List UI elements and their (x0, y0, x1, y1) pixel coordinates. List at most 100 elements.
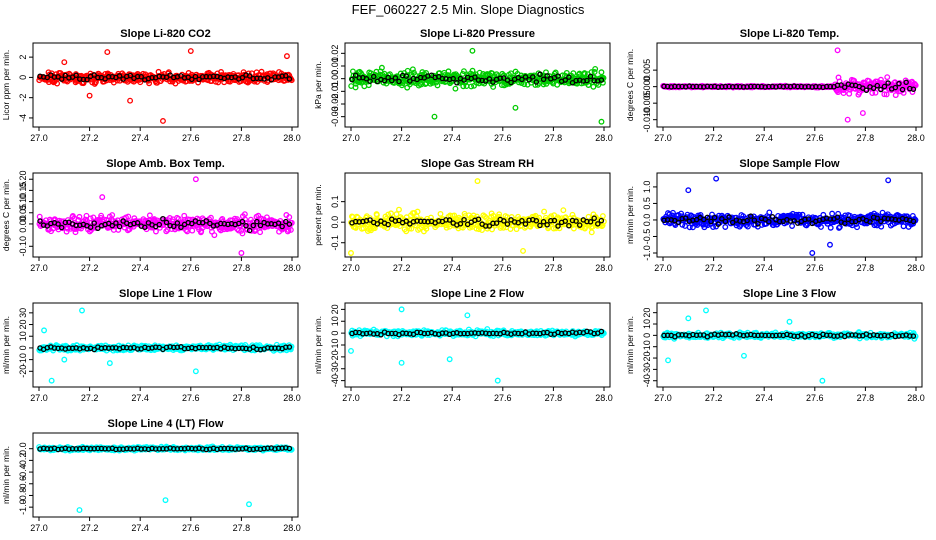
data-point (211, 232, 218, 239)
data-point (413, 213, 420, 220)
x-tick-label: 27.0 (342, 263, 360, 273)
reference-point (275, 220, 282, 226)
plot-title: Slope Line 2 Flow (431, 288, 524, 300)
data-point (590, 83, 597, 90)
reference-point (551, 217, 558, 224)
reference-point (156, 221, 163, 228)
y-tick-label: -0.6 (18, 476, 28, 492)
reference-point (519, 76, 525, 83)
y-tick-label: 20 (642, 308, 652, 318)
outlier-point (469, 47, 476, 54)
reference-point (120, 76, 126, 82)
reference-point (910, 86, 917, 92)
y-tick-label: -20 (330, 350, 340, 363)
x-tick-label: 27.4 (755, 263, 773, 273)
x-tick-label: 27.4 (443, 133, 461, 143)
reference-point (486, 76, 493, 82)
data-point (581, 71, 588, 77)
reference-point (207, 220, 213, 227)
y-tick-label: -0.010 (642, 107, 652, 133)
data-point (878, 223, 885, 230)
x-tick-label: 27.0 (342, 133, 360, 143)
data-point (137, 79, 144, 86)
reference-point (286, 76, 293, 82)
data-point (591, 69, 598, 75)
reference-point (566, 222, 572, 229)
reference-point (562, 218, 569, 224)
reference-point (682, 215, 689, 221)
outlier-point (41, 327, 48, 334)
reference-point (522, 221, 529, 227)
data-points (36, 48, 295, 124)
data-point (592, 65, 599, 72)
x-tick-label: 27.2 (81, 133, 99, 143)
outlier-point (398, 359, 405, 366)
data-point (437, 210, 444, 217)
data-point (288, 343, 295, 350)
reference-point (881, 83, 888, 90)
reference-point (573, 218, 579, 224)
reference-point (385, 74, 391, 81)
data-point (694, 219, 701, 226)
reference-point (62, 72, 69, 79)
outlier-point (86, 92, 93, 99)
reference-point (250, 222, 257, 229)
reference-point (490, 79, 496, 85)
data-point (184, 228, 191, 235)
x-tick-label: 27.6 (182, 133, 200, 143)
reference-point (537, 71, 543, 78)
reference-point (863, 87, 870, 94)
data-point (373, 212, 380, 218)
data-point (854, 224, 860, 231)
reference-point (576, 222, 583, 228)
outlier-point (520, 247, 526, 254)
y-tick-label: -0.2 (18, 453, 28, 469)
outlier-point (160, 118, 166, 124)
outlier-point (685, 187, 692, 194)
x-tick-label: 27.2 (81, 523, 99, 533)
plot-title: Slope Li-820 CO2 (120, 28, 210, 40)
x-tick-label: 27.8 (233, 263, 251, 273)
reference-point (903, 79, 909, 86)
data-point (409, 66, 416, 73)
plot-frame (656, 172, 923, 258)
data-point (560, 207, 567, 214)
data-point (689, 224, 696, 231)
data-point (189, 227, 196, 234)
outlier-point (79, 307, 85, 314)
reference-point (751, 217, 758, 224)
reference-point (192, 73, 199, 80)
reference-point (729, 219, 736, 226)
y-tick-label: -30 (642, 363, 652, 376)
x-tick-label: 27.2 (81, 263, 99, 273)
reference-point (540, 76, 547, 83)
x-tick-label: 28.0 (283, 263, 301, 273)
reference-point (537, 222, 543, 229)
data-points (660, 47, 919, 123)
plot-frame (32, 302, 299, 388)
reference-point (127, 72, 134, 79)
reference-point (389, 77, 395, 84)
y-axis-label: ml/min per min. (625, 186, 635, 244)
data-point (789, 210, 796, 217)
outlier-point (187, 48, 194, 55)
data-point (207, 214, 214, 221)
reference-point (769, 214, 776, 220)
reference-point (55, 221, 61, 227)
outlier-point (474, 178, 481, 185)
figure-title: FEF_060227 2.5 Min. Slope Diagnostics (351, 2, 585, 17)
data-point (87, 215, 94, 222)
y-tick-label: -1.0 (18, 499, 28, 515)
reference-point (246, 227, 253, 234)
data-point (352, 84, 359, 91)
y-axis-label: percent per min. (313, 184, 323, 245)
data-point (98, 212, 105, 219)
y-tick-label: 0.0 (642, 214, 652, 227)
reference-point (867, 219, 873, 225)
reference-point (766, 218, 772, 225)
reference-point (142, 224, 148, 231)
reference-point (529, 74, 536, 80)
reference-point (178, 224, 184, 231)
